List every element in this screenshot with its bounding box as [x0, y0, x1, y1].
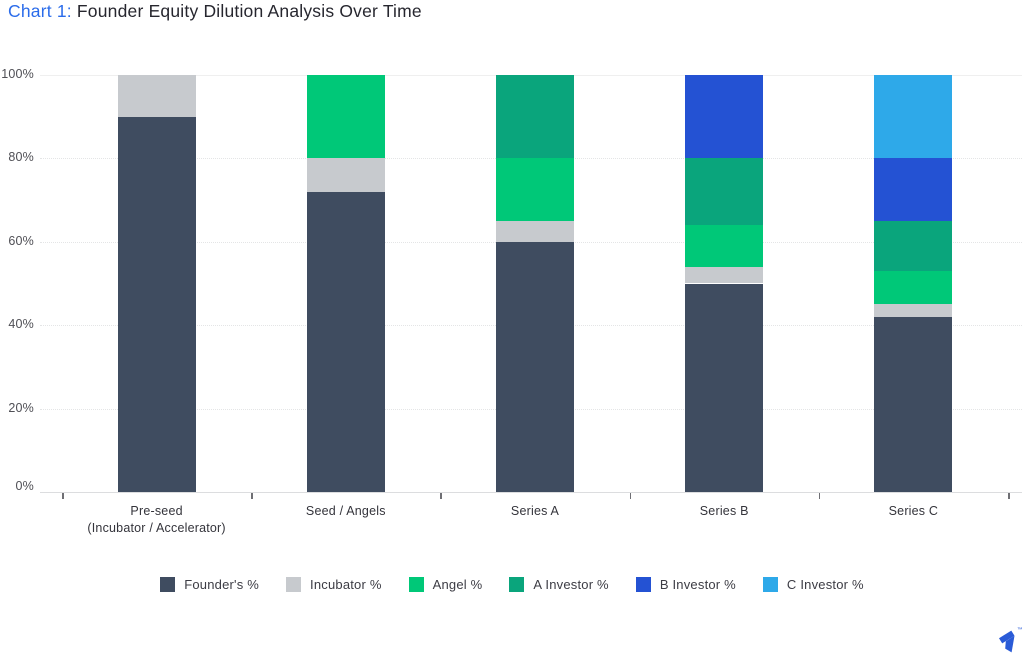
legend-item-incubator-: Incubator %: [286, 577, 382, 592]
y-axis-label-40: 40%: [8, 317, 34, 332]
bar-segment-angel--cat1: [306, 75, 385, 159]
legend-label: Angel %: [432, 577, 483, 592]
legend-item-angel-: Angel %: [408, 577, 483, 592]
bar-segment-angel--cat2: [496, 158, 574, 221]
chart-title-text: Founder Equity Dilution Analysis Over Ti…: [76, 1, 422, 21]
bar-segment-incubator--cat4: [874, 304, 953, 317]
y-axis-label-0: 0%: [15, 479, 34, 493]
legend-swatch: [509, 577, 525, 592]
chart-title-prefix: Chart 1:: [8, 1, 72, 21]
legend-label: C Investor %: [786, 577, 864, 592]
bar-segment-incubator--cat2: [496, 220, 574, 242]
legend-swatch: [408, 577, 424, 592]
bar-segment-a-investor--cat3: [685, 158, 764, 226]
chart-legend: Founder's % Incubator % Angel % A Investor …: [0, 577, 1024, 592]
legend-item-b-investor-: B Investor %: [635, 577, 736, 592]
bar-segment-founder-s--cat2: [496, 241, 574, 492]
bar-segment-c-investor--cat4: [874, 75, 953, 159]
bar-segment-b-investor--cat3: [685, 75, 764, 159]
bar-segment-incubator--cat3: [685, 266, 764, 284]
legend-item-c-investor-: C Investor %: [762, 577, 864, 592]
x-axis-label-cat4: Series C: [888, 504, 939, 518]
toptal-arrow-icon: [999, 630, 1015, 653]
bar-segment-founder-s--cat0: [117, 116, 196, 492]
legend-swatch: [286, 577, 302, 592]
legend-label: Founder's %: [184, 577, 260, 592]
x-axis-tick: [62, 493, 64, 499]
bar-segment-angel--cat4: [874, 270, 953, 305]
y-axis-label-20: 20%: [8, 400, 34, 415]
legend-swatch: [762, 577, 778, 592]
x-axis-tick: [251, 493, 253, 499]
x-axis-tick: [440, 493, 442, 499]
x-axis-line: [40, 492, 1022, 493]
legend-swatch: [635, 577, 651, 592]
bar-segment-a-investor--cat2: [496, 75, 574, 159]
bar-segment-angel--cat3: [685, 225, 764, 267]
legend-swatch: [160, 577, 176, 592]
x-axis-label-cat3: Series B: [699, 504, 749, 518]
toptal-logo: ™: [999, 627, 1023, 657]
legend-label: A Investor %: [533, 577, 609, 592]
legend-label: Incubator %: [310, 577, 382, 592]
x-axis-tick: [818, 493, 821, 499]
bar-segment-founder-s--cat3: [685, 283, 764, 492]
bar-segment-incubator--cat0: [117, 75, 196, 117]
chart-title: Chart 1: Founder Equity Dilution Analysi…: [8, 1, 422, 22]
y-axis-label-100: 100%: [1, 67, 34, 81]
legend-item-founder-s-: Founder's %: [160, 577, 259, 592]
y-axis-label-80: 80%: [8, 150, 34, 165]
x-axis-label-cat2: Series A: [510, 504, 560, 518]
x-axis-tick: [1008, 493, 1010, 499]
bar-segment-founder-s--cat4: [874, 316, 953, 492]
legend-item-a-investor-: A Investor %: [509, 577, 609, 592]
bar-segment-a-investor--cat4: [874, 220, 953, 271]
x-axis-tick: [629, 493, 632, 499]
bar-segment-incubator--cat1: [306, 158, 385, 192]
trademark-symbol: ™: [1017, 627, 1023, 633]
bar-segment-founder-s--cat1: [306, 191, 385, 492]
x-axis-label-cat1: Seed / Angels: [305, 504, 386, 518]
x-axis-label-cat0: Pre-seed (Incubator / Accelerator): [87, 504, 226, 535]
legend-label: B Investor %: [659, 577, 736, 592]
y-axis-label-60: 60%: [8, 233, 34, 248]
bar-segment-b-investor--cat4: [874, 158, 953, 221]
